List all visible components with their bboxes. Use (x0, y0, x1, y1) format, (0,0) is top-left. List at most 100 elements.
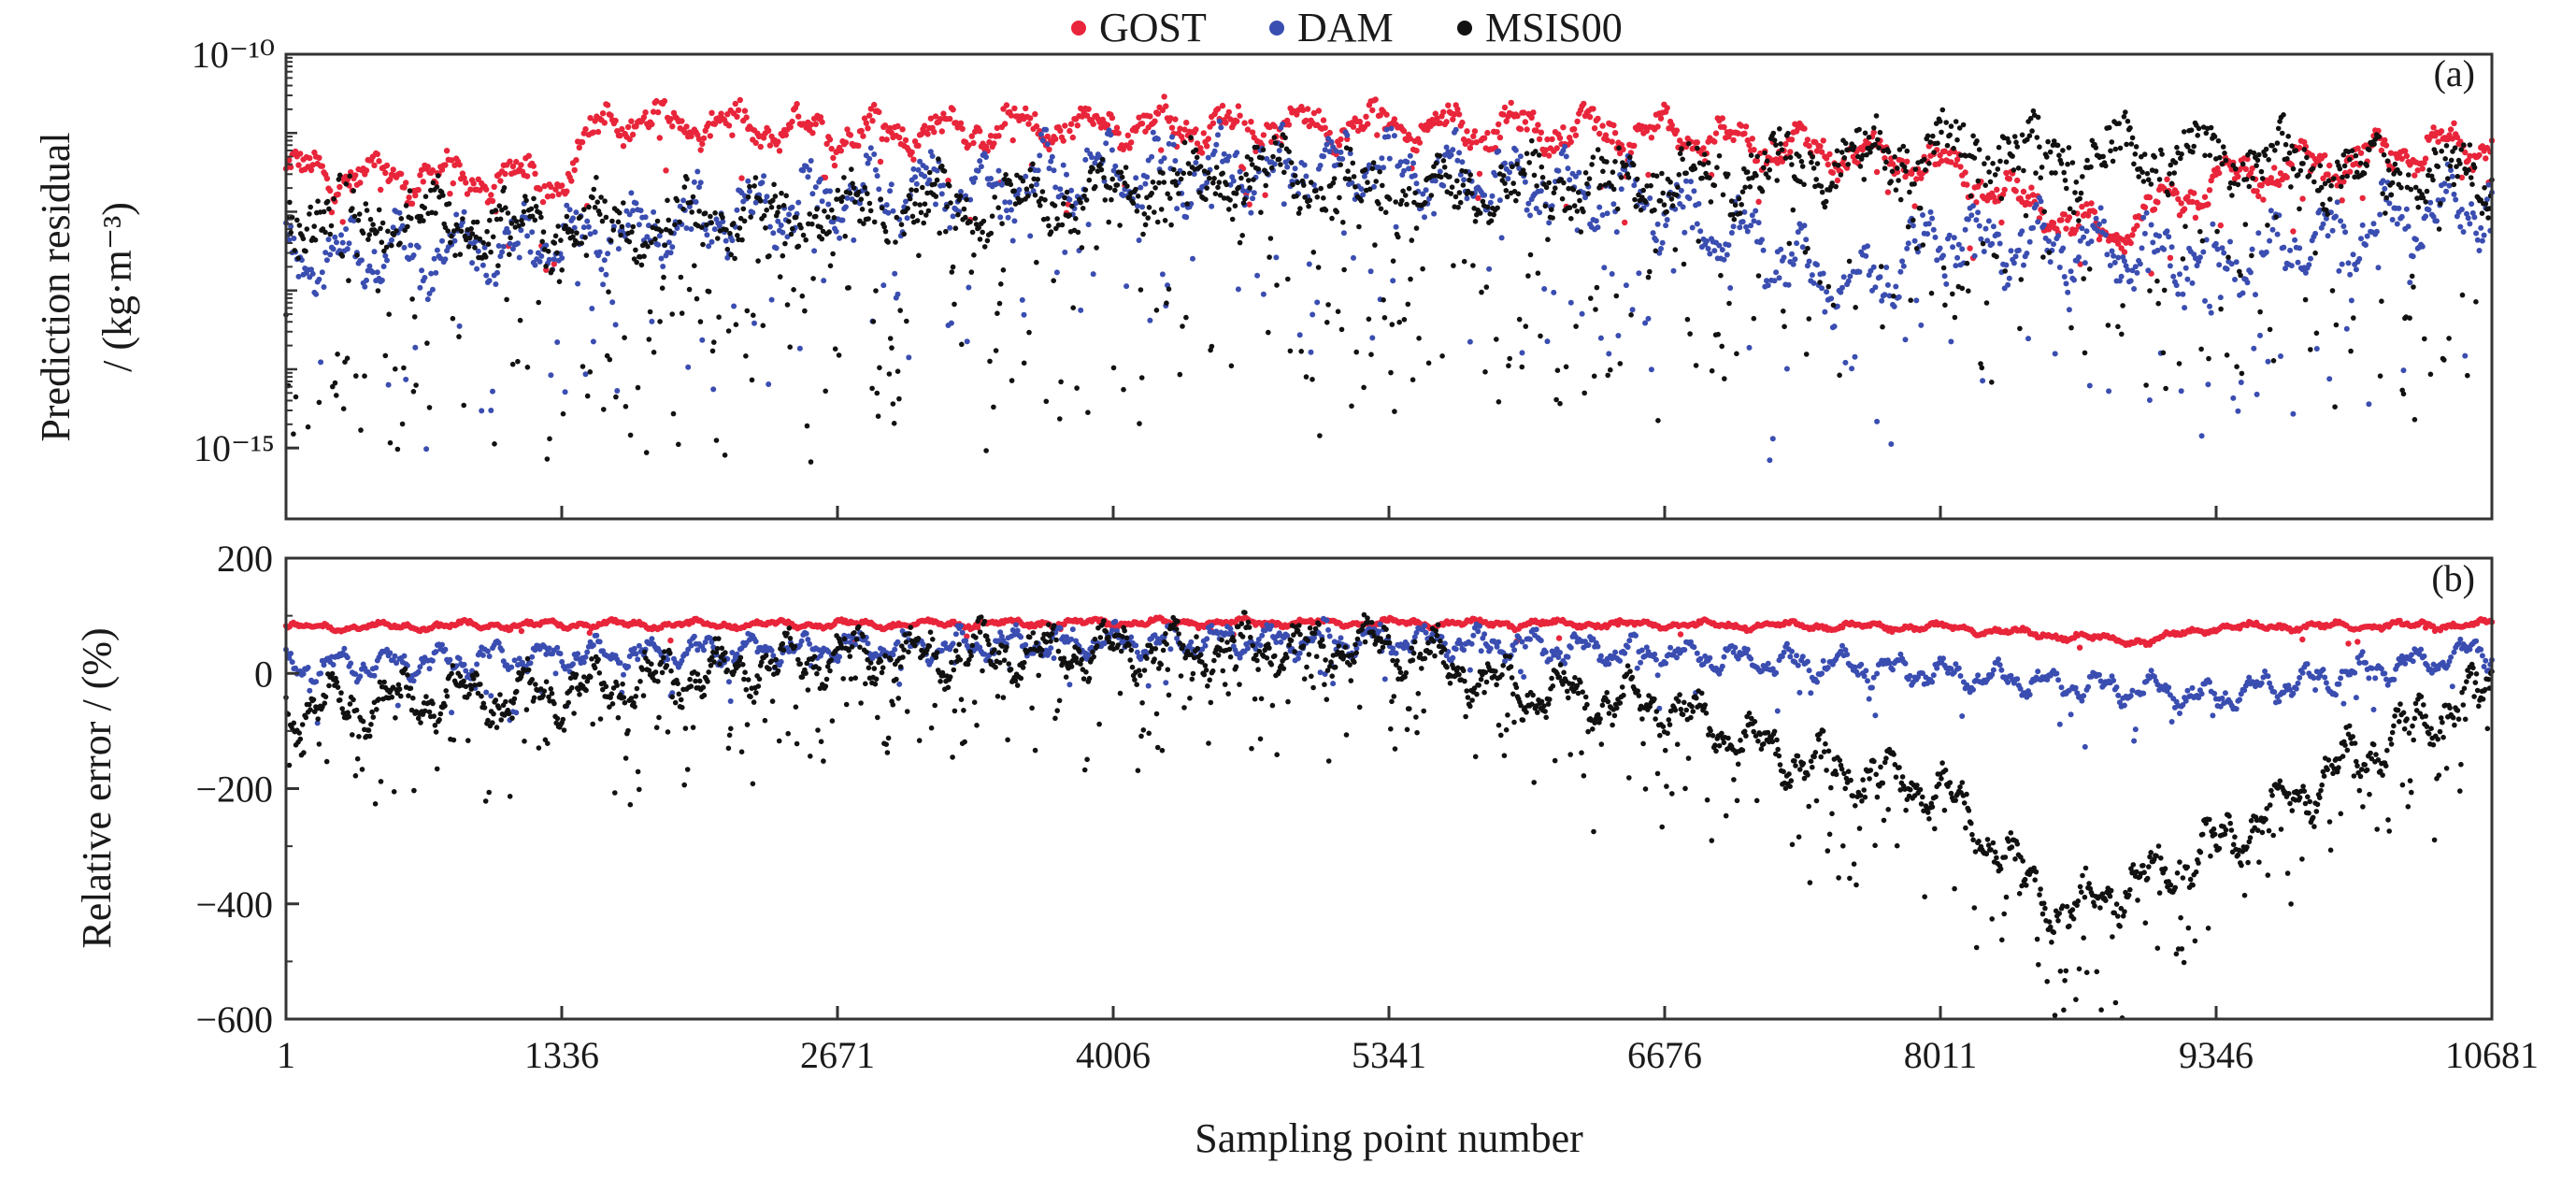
point (866, 216, 871, 222)
point (406, 194, 412, 201)
point (2103, 163, 2109, 169)
point (1604, 210, 1610, 217)
point (931, 129, 937, 136)
point (1060, 162, 1066, 168)
point (2191, 190, 2197, 196)
point (966, 142, 972, 149)
point (735, 107, 742, 114)
point (1254, 272, 1261, 279)
point (1142, 180, 1149, 187)
point (1553, 145, 1560, 151)
point (1748, 223, 1754, 229)
point (1588, 295, 1594, 301)
point (2139, 245, 2145, 251)
legend-label-msis00: MSIS00 (1485, 5, 1623, 50)
point (1205, 154, 1211, 161)
point (1215, 184, 1221, 191)
point (1239, 233, 1245, 238)
point (1188, 135, 1194, 140)
point (1544, 338, 1551, 345)
point (2288, 263, 2295, 269)
point (1577, 197, 1582, 204)
point (2246, 183, 2253, 190)
point (1739, 219, 1746, 225)
point (1317, 163, 1324, 168)
point (910, 156, 917, 163)
point (1094, 245, 1099, 251)
point (949, 269, 955, 275)
point (599, 218, 606, 224)
point (2143, 209, 2150, 216)
point (507, 158, 513, 165)
point (2165, 192, 2171, 198)
point (2407, 280, 2413, 286)
point (712, 210, 718, 216)
point (2088, 238, 2095, 245)
point (1711, 248, 1718, 254)
point (892, 270, 898, 277)
point (2066, 307, 2072, 313)
point (1184, 201, 1190, 207)
point (1496, 399, 1502, 405)
point (2458, 207, 2465, 212)
point (938, 191, 945, 197)
point (1002, 121, 1009, 127)
point (379, 239, 385, 246)
point (1781, 254, 1787, 261)
point (1586, 113, 1594, 121)
point (1085, 409, 1091, 416)
point (1948, 123, 1954, 129)
point (952, 225, 959, 231)
point (899, 126, 906, 133)
point (2012, 253, 2019, 260)
point (1266, 329, 1271, 336)
point (708, 109, 715, 117)
point (2287, 247, 2294, 253)
point (429, 166, 436, 174)
point (1866, 135, 1872, 140)
point (389, 242, 394, 249)
point (507, 251, 512, 258)
point (1082, 187, 1089, 193)
point (1352, 184, 1358, 190)
point (1527, 212, 1533, 219)
point (734, 113, 740, 120)
point (1572, 132, 1580, 138)
point (556, 279, 563, 285)
point (1953, 156, 1961, 163)
point (2210, 221, 2216, 227)
point (1453, 126, 1459, 133)
point (2079, 225, 2085, 232)
point (1664, 217, 1670, 223)
point (1764, 158, 1770, 164)
point (1788, 136, 1796, 143)
point (2116, 121, 2122, 126)
point (346, 278, 351, 283)
point (1923, 167, 1928, 173)
point (385, 381, 392, 388)
point (1383, 111, 1390, 118)
point (2342, 229, 2349, 236)
point (913, 180, 920, 187)
point (1448, 191, 1453, 196)
point (2272, 148, 2278, 153)
point (1174, 206, 1181, 212)
point (2350, 251, 2356, 258)
point (2451, 181, 2457, 188)
point (387, 439, 394, 446)
point (822, 208, 827, 214)
point (1618, 175, 1624, 180)
point (1546, 180, 1552, 186)
point (1565, 165, 1571, 172)
point (2023, 212, 2029, 219)
point (417, 284, 423, 291)
point (1434, 115, 1440, 122)
point (2373, 228, 2380, 235)
point (1806, 258, 1812, 265)
point (823, 140, 830, 148)
point (318, 359, 324, 366)
point (2413, 237, 2419, 243)
point (959, 125, 966, 132)
point (1679, 146, 1684, 151)
point (1982, 225, 1989, 232)
